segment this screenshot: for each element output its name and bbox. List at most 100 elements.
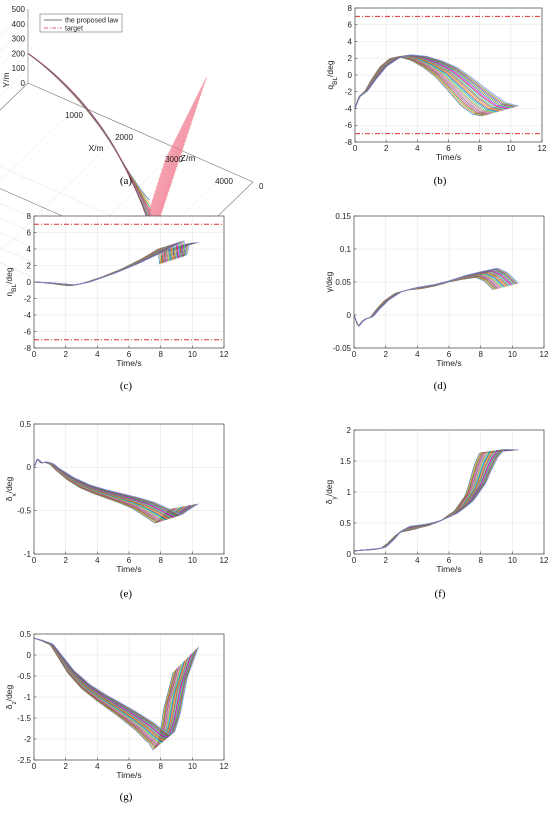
y-tick-label: -8 xyxy=(24,344,32,353)
x-tick-label: 4000 xyxy=(215,177,233,186)
target-line xyxy=(148,122,192,211)
x-tick-label: 0 xyxy=(32,350,37,359)
x-tick-label: 0 xyxy=(32,556,37,565)
y-tick-label: -1 xyxy=(24,693,32,702)
y-tick-label: 8 xyxy=(348,4,353,13)
legend-label: the proposed law xyxy=(65,18,119,25)
target-line xyxy=(144,135,188,224)
y-axis-label: ηBL/deg xyxy=(4,267,18,297)
y-tick-label: 300 xyxy=(12,35,26,44)
x-tick-label: 12 xyxy=(220,556,229,565)
panel-label: (c) xyxy=(120,380,133,392)
z-tick-label: 0 xyxy=(259,182,264,191)
target-line xyxy=(158,93,202,180)
x-tick-label: 4 xyxy=(415,556,420,565)
y-tick-label: 2 xyxy=(348,54,353,63)
axis-line xyxy=(27,82,254,183)
x-tick-label: 10 xyxy=(188,762,197,771)
y-tick-label: -0.5 xyxy=(17,506,31,515)
y-tick-label: -2 xyxy=(24,735,32,744)
grid-line xyxy=(0,38,29,67)
x-tick-label: 4 xyxy=(95,556,100,565)
y-tick-label: 1.5 xyxy=(340,457,352,466)
x-tick-label: 12 xyxy=(540,350,549,359)
panel-e: 0 2 4 6 8 10 12 -1 -0.5 0 0.5 Time/s δx/deg (e) xyxy=(4,420,229,600)
y-axis-label: δy/deg xyxy=(324,479,338,504)
x-tick-label: 4 xyxy=(415,144,420,153)
panel-b: 0 2 4 6 8 10 12 -8 -6 -4 -2 0 2 4 6 8 Time/s qBL/deg (b) xyxy=(325,4,547,187)
legend-box xyxy=(39,13,123,33)
y-tick-label: 6 xyxy=(27,228,32,237)
x-tick-label: 12 xyxy=(220,762,229,771)
y-tick-label: 0 xyxy=(347,311,352,320)
series-line xyxy=(33,240,199,286)
target-line xyxy=(154,106,198,193)
y-tick-label: 2 xyxy=(27,261,32,270)
y-tick-label: 0.5 xyxy=(340,519,352,528)
x-tick-label: 12 xyxy=(540,556,549,565)
target-line xyxy=(159,89,203,176)
y-tick-label: 100 xyxy=(12,64,26,73)
target-line xyxy=(150,118,194,206)
y-tick-label: 0 xyxy=(21,79,26,88)
x-tick-label: 2 xyxy=(63,762,68,771)
x-tick-label: 0 xyxy=(353,144,358,153)
panel-f: 0 2 4 6 8 10 12 0 0.5 1 1.5 2 Time/s δy/deg (f) xyxy=(324,426,549,600)
x-tick-label: 8 xyxy=(158,556,163,565)
x-tick-label: 3000 xyxy=(165,155,183,164)
x-tick-label: 4 xyxy=(415,350,420,359)
x-axis-label: X/m xyxy=(88,143,103,153)
x-tick-label: 8 xyxy=(478,350,483,359)
series-line xyxy=(354,54,519,109)
x-axis-label: Time/s xyxy=(116,358,141,368)
x-tick-label: 6 xyxy=(447,350,452,359)
y-tick-label: 0 xyxy=(27,463,32,472)
x-tick-label: 6 xyxy=(447,556,452,565)
x-tick-label: 6 xyxy=(127,556,132,565)
target-line xyxy=(143,139,187,228)
y-tick-label: 6 xyxy=(348,21,353,30)
x-tick-label: 0 xyxy=(352,556,357,565)
y-tick-label: -4 xyxy=(345,104,353,113)
grid-line xyxy=(0,68,29,96)
axis-line xyxy=(0,82,29,111)
panel-g: 0 2 4 6 8 10 12 -2.5 -2 -1.5 -1 -0.5 0 0.5 Time/s δz/de… xyxy=(4,630,229,803)
y-tick-label: -0.05 xyxy=(333,344,352,353)
x-tick-label: 0 xyxy=(352,350,357,359)
y-tick-label: -2 xyxy=(345,88,353,97)
x-tick-label: 10 xyxy=(508,350,517,359)
y-tick-label: 500 xyxy=(12,5,26,14)
x-tick-label: 12 xyxy=(538,144,547,153)
x-tick-label: 2 xyxy=(384,144,389,153)
x-tick-label: 6 xyxy=(446,144,451,153)
y-tick-label: 0.5 xyxy=(20,420,32,429)
y-tick-label: 0.05 xyxy=(335,278,351,287)
series-line xyxy=(33,637,199,735)
y-tick-label: -1.5 xyxy=(17,714,31,723)
x-tick-label: 2 xyxy=(383,556,388,565)
x-tick-label: 8 xyxy=(158,762,163,771)
y-tick-label: 400 xyxy=(12,20,26,29)
legend-label: target xyxy=(65,26,83,33)
target-line xyxy=(145,131,190,219)
trajectory-line xyxy=(27,53,153,230)
y-tick-label: 2 xyxy=(347,426,352,435)
x-tick-label: 8 xyxy=(478,556,483,565)
x-axis-label: Time/s xyxy=(116,564,141,574)
x-tick-label: 0 xyxy=(32,762,37,771)
x-tick-label: 6 xyxy=(127,350,132,359)
target-line xyxy=(162,81,206,167)
y-tick-label: 200 xyxy=(12,49,26,58)
panel-label: (d) xyxy=(434,380,447,392)
x-tick-label: 10 xyxy=(188,350,197,359)
x-axis-label: Time/s xyxy=(436,564,461,574)
x-tick-label: 8 xyxy=(477,144,482,153)
y-tick-label: 0 xyxy=(27,651,32,660)
grid-line xyxy=(0,8,29,37)
series-line xyxy=(353,268,519,327)
y-tick-label: -6 xyxy=(24,327,32,336)
x-tick-label: 10 xyxy=(508,556,517,565)
target-line xyxy=(161,85,205,172)
y-tick-label: 1 xyxy=(347,488,352,497)
